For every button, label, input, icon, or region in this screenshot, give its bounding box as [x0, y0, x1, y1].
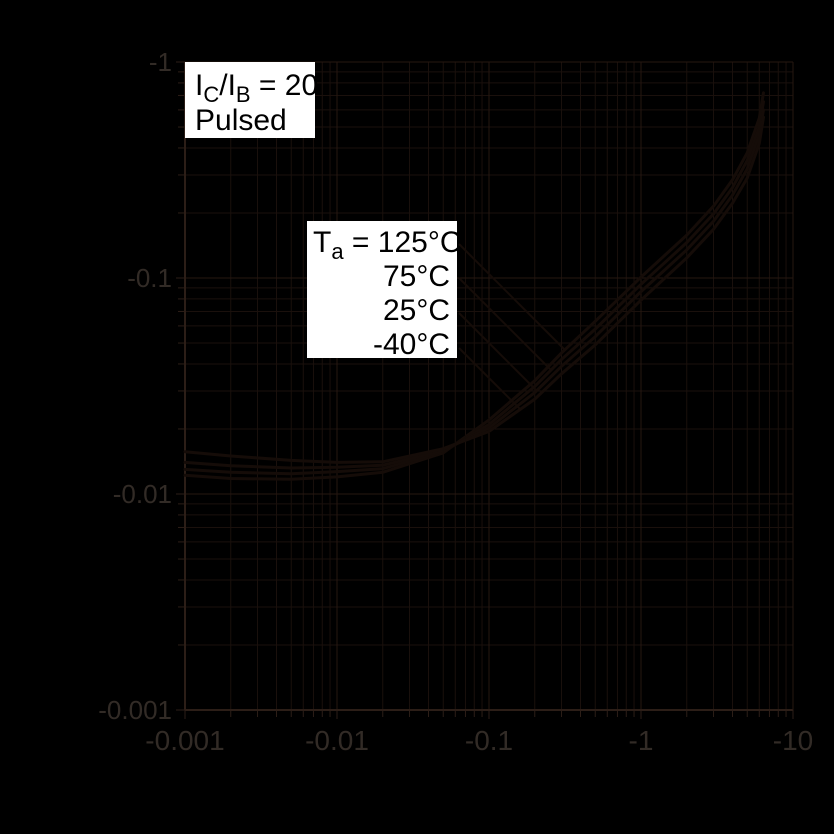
y-tick-label-2: -0.01	[112, 479, 172, 509]
curve-75°C	[183, 100, 765, 476]
legend-row-75c: 75°C	[382, 260, 450, 293]
curve-125°C	[183, 91, 765, 481]
x-tick-label-1: -0.01	[305, 725, 369, 756]
legend-leader-25°C	[458, 312, 538, 392]
y-tick-label-1: -0.1	[127, 263, 172, 293]
x-tick-label-0: -0.001	[145, 725, 225, 756]
condition-box: IC/IB = 20 Pulsed	[185, 62, 319, 138]
legend-box: Ta = 125°C 75°C 25°C -40°C	[307, 221, 462, 361]
legend-leader--40°C	[458, 347, 521, 410]
condition-line-1: IC/IB = 20	[195, 69, 319, 107]
y-tick-label-3: -0.001	[98, 695, 172, 725]
legend-leader-75°C	[458, 277, 552, 371]
y-tick-label-0: -1	[148, 47, 172, 77]
curve--40°C	[183, 115, 765, 464]
curve-25°C	[183, 108, 765, 470]
legend-row-125c: Ta = 125°C	[313, 226, 462, 264]
x-tick-label-2: -0.1	[464, 725, 514, 756]
legend-leader-125°C	[458, 243, 566, 351]
legend-row-minus40c: -40°C	[372, 328, 450, 361]
x-tick-label-4: -10	[772, 725, 814, 756]
x-tick-label-3: -1	[628, 725, 654, 756]
condition-line-2: Pulsed	[195, 104, 287, 137]
legend-row-25c: 25°C	[382, 294, 450, 327]
